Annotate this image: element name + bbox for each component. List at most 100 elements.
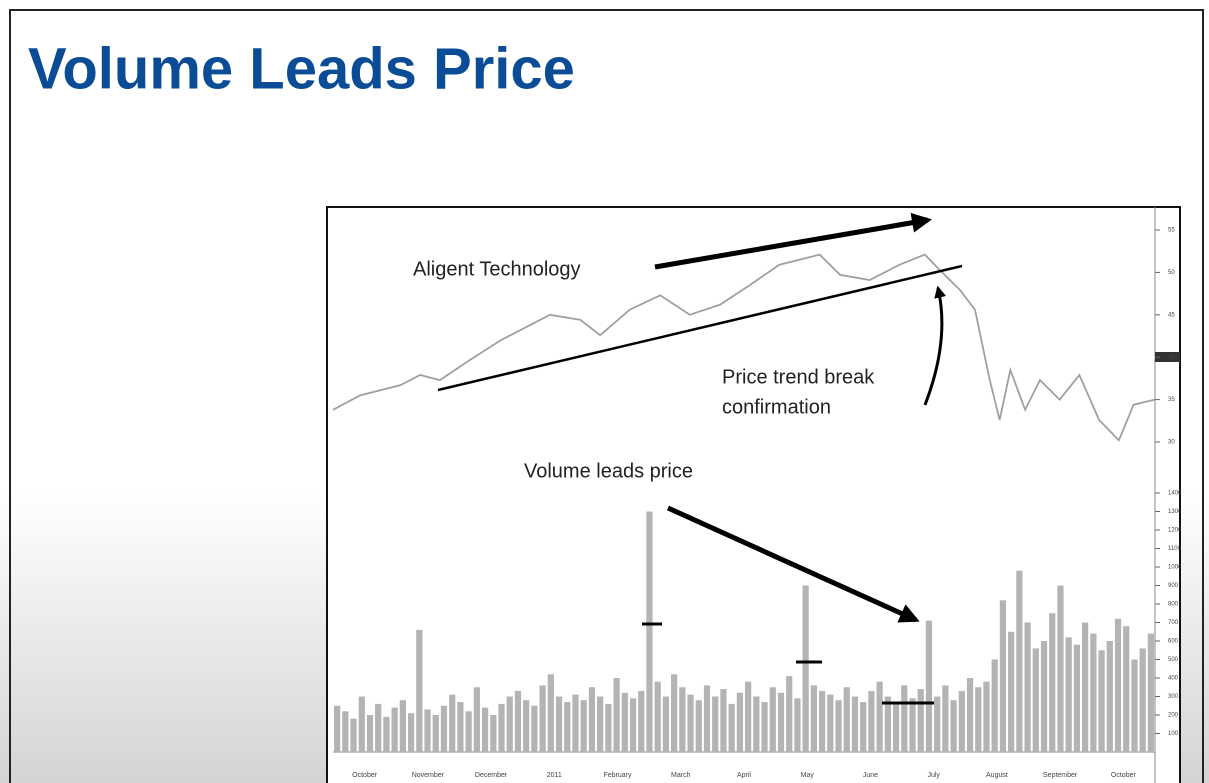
annotation: Price trend break bbox=[722, 366, 875, 388]
x-tick-label: December bbox=[475, 772, 508, 779]
volume-bar bbox=[999, 600, 1007, 752]
volume-bar bbox=[1057, 585, 1064, 752]
volume-bar bbox=[1098, 650, 1105, 752]
volume-bar bbox=[613, 678, 620, 752]
y-tick-label: 50 bbox=[1168, 270, 1175, 276]
volume-bar bbox=[506, 696, 513, 752]
volume-bar bbox=[687, 694, 694, 752]
volume-bar bbox=[753, 696, 760, 752]
y-tick-label: 1000 bbox=[1168, 565, 1182, 571]
volume-bar bbox=[1147, 633, 1154, 752]
x-tick-label: February bbox=[604, 772, 633, 779]
volume-bar bbox=[588, 687, 596, 752]
volume-bar bbox=[679, 687, 686, 752]
volume-bar bbox=[736, 692, 743, 752]
volume-bar bbox=[843, 687, 850, 752]
volume-bar bbox=[629, 698, 637, 752]
y-tick-label: 45 bbox=[1168, 312, 1175, 318]
volume-bar bbox=[761, 702, 768, 752]
volume-bar bbox=[342, 711, 349, 752]
x-tick-label: June bbox=[863, 772, 878, 779]
volume-bar bbox=[572, 694, 579, 752]
x-tick-label: August bbox=[986, 772, 1008, 779]
x-tick-label: October bbox=[1111, 772, 1137, 779]
price-marker bbox=[1155, 352, 1180, 362]
volume-bar bbox=[1106, 641, 1113, 752]
volume-bar bbox=[621, 692, 628, 752]
volume-bar bbox=[901, 685, 908, 752]
y-tick-label: 500 bbox=[1168, 657, 1179, 663]
volume-bar bbox=[925, 620, 933, 752]
slide-title: Volume Leads Price bbox=[28, 36, 575, 101]
volume-bar bbox=[786, 676, 793, 752]
volume-bar bbox=[646, 511, 653, 752]
x-tick-label: April bbox=[737, 772, 751, 779]
volume-bar bbox=[671, 674, 678, 752]
volume-bar bbox=[1090, 633, 1097, 752]
volume-bar bbox=[712, 696, 719, 752]
volume-bar bbox=[654, 681, 661, 752]
volume-bar bbox=[720, 689, 727, 752]
volume-bar bbox=[1123, 626, 1130, 752]
volume-bar bbox=[868, 690, 875, 752]
volume-bar bbox=[514, 690, 522, 752]
volume-bar bbox=[827, 694, 834, 752]
annotation: Aligent Technology bbox=[413, 258, 581, 280]
volume-bar bbox=[1008, 631, 1015, 752]
volume-bar bbox=[580, 700, 587, 752]
volume-bar bbox=[457, 702, 464, 752]
volume-bar bbox=[1073, 644, 1081, 752]
y-tick-label: 1200 bbox=[1168, 528, 1182, 534]
volume-bar bbox=[383, 716, 390, 752]
y-tick-label: 400 bbox=[1168, 676, 1179, 682]
plot: 30 35 40 45 50 55 100 200 300 400 500 600 700 800 900 1… bbox=[332, 228, 1182, 779]
volume-bar bbox=[399, 700, 406, 752]
annotation: Volume leads price bbox=[524, 460, 693, 482]
volume-bar bbox=[802, 585, 809, 752]
volume-bar bbox=[407, 713, 415, 752]
volume-bar bbox=[1131, 659, 1138, 752]
volume-bar bbox=[703, 685, 711, 752]
volume-bar bbox=[892, 703, 900, 752]
volume-bar bbox=[416, 629, 423, 752]
volume-bar bbox=[917, 689, 924, 752]
volume-bar bbox=[851, 696, 859, 752]
y-tick-label: 1300 bbox=[1168, 509, 1182, 515]
volume-bar bbox=[1114, 618, 1122, 752]
volume-bar bbox=[605, 703, 612, 752]
volume-bar bbox=[498, 703, 505, 752]
price-line bbox=[332, 253, 1156, 442]
y-tick-label: 900 bbox=[1168, 583, 1179, 589]
volume-bar bbox=[375, 703, 382, 752]
y-tick-label: 1100 bbox=[1168, 546, 1182, 552]
volume-bar bbox=[1024, 622, 1031, 752]
volume-bar bbox=[547, 674, 554, 752]
volume-bar bbox=[531, 705, 538, 752]
volume-bar bbox=[564, 702, 571, 752]
volume-bar bbox=[465, 711, 472, 752]
arrow bbox=[666, 505, 920, 623]
volume-bar bbox=[835, 700, 842, 752]
y-tick-label: 700 bbox=[1168, 620, 1179, 626]
y-tick-label: 35 bbox=[1168, 397, 1175, 403]
y-tick-label: 40 bbox=[1168, 355, 1175, 361]
arrow bbox=[654, 212, 932, 270]
volume-bar bbox=[1139, 648, 1146, 752]
x-tick-label: May bbox=[801, 772, 815, 779]
volume-bar bbox=[555, 696, 563, 752]
volume-bar bbox=[745, 681, 752, 752]
volume-bar bbox=[1032, 648, 1039, 752]
volume-bar bbox=[1049, 613, 1056, 752]
volume-bar bbox=[934, 696, 941, 752]
volume-bar bbox=[860, 702, 867, 752]
volume-bar bbox=[991, 659, 998, 752]
volume-bar bbox=[597, 696, 604, 752]
y-tick-label: 200 bbox=[1168, 713, 1179, 719]
y-tick-label: 600 bbox=[1168, 639, 1179, 645]
x-tick-label: October bbox=[352, 772, 378, 779]
volume-bar bbox=[728, 703, 735, 752]
volume-bar bbox=[1016, 570, 1023, 752]
volume-bar bbox=[950, 700, 957, 752]
volume-bar bbox=[942, 685, 949, 752]
volume-bar bbox=[794, 698, 801, 752]
